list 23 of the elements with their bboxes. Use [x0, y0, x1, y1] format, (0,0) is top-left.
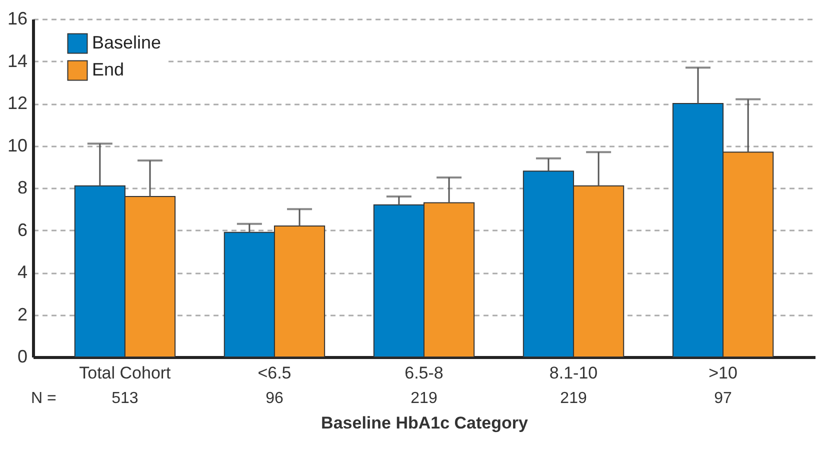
- y-tick-label: 0: [17, 346, 28, 366]
- x-axis-title: Baseline HbA1c Category: [321, 414, 528, 432]
- x-tick-label: 6.5-8: [404, 364, 444, 382]
- y-tick-label: 12: [7, 93, 28, 113]
- y-tick-label: 14: [7, 50, 28, 71]
- x-tick-label: <6.5: [258, 364, 292, 382]
- text: 97: [714, 390, 732, 407]
- text: 219: [410, 390, 438, 407]
- legend-label: End: [92, 60, 124, 80]
- x-tick-label: >10: [708, 364, 738, 382]
- text: 513: [112, 390, 138, 407]
- y-tick-label: 6: [17, 220, 28, 240]
- y-tick-label: 16: [7, 8, 28, 28]
- text: N =: [31, 390, 56, 407]
- x-tick-label: 8.1-10: [549, 364, 598, 382]
- y-tick-label: 4: [17, 262, 28, 282]
- y-tick-label: 8: [17, 178, 28, 198]
- text: 96: [266, 390, 284, 407]
- y-tick-label: 2: [17, 304, 28, 324]
- legend-label: Baseline: [92, 32, 162, 52]
- x-tick-label: Total Cohort: [79, 364, 172, 382]
- text: 219: [560, 390, 587, 407]
- y-tick-label: 10: [7, 135, 28, 156]
